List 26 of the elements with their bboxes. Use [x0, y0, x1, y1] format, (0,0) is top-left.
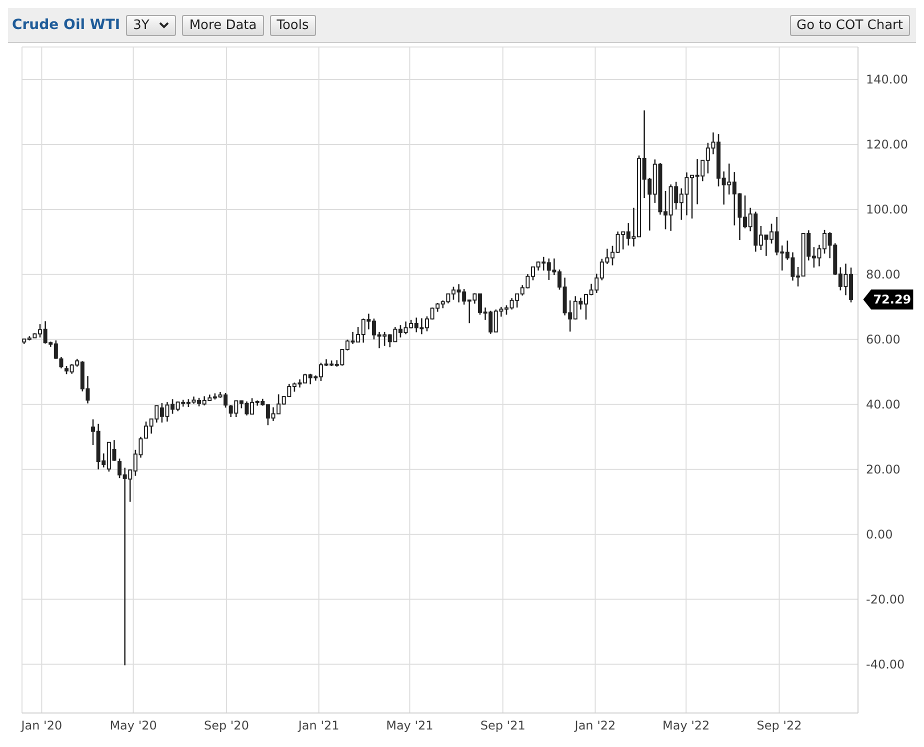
annotation: 72.29 [873, 292, 912, 306]
x-tick-label: Jan '22 [574, 718, 616, 733]
x-tick-label: Sep '20 [204, 718, 249, 733]
period-dropdown: 3Y [126, 14, 176, 36]
x-tick-label: May '20 [110, 718, 157, 733]
toolbar-button: More Data [182, 14, 264, 36]
y-tick-label: 0.00 [866, 528, 893, 542]
x-tick-label: Jan '21 [297, 718, 340, 733]
chart-title: Crude Oil WTI [12, 17, 120, 33]
y-tick-label: 80.00 [866, 268, 900, 282]
x-tick-label: Sep '22 [756, 718, 802, 733]
x-tick-label: Sep '21 [480, 718, 526, 733]
toolbar-button: Go to COT Chart [790, 14, 910, 36]
y-tick-label: 120.00 [866, 138, 908, 152]
x-tick-label: May '21 [386, 718, 434, 733]
y-tick-label: -40.00 [866, 658, 905, 672]
candlestick [59, 356, 64, 369]
y-tick-label: 20.00 [866, 462, 900, 477]
y-tick-label: 140.00 [866, 72, 908, 87]
y-tick-label: 100.00 [866, 202, 908, 217]
x-tick-label: May '22 [662, 718, 710, 733]
y-tick-label: 60.00 [866, 332, 900, 347]
toolbar-button: Tools [270, 14, 316, 36]
x-tick-label: Jan '20 [20, 718, 62, 733]
y-tick-label: -20.00 [866, 592, 905, 607]
y-tick-label: 40.00 [866, 398, 900, 412]
